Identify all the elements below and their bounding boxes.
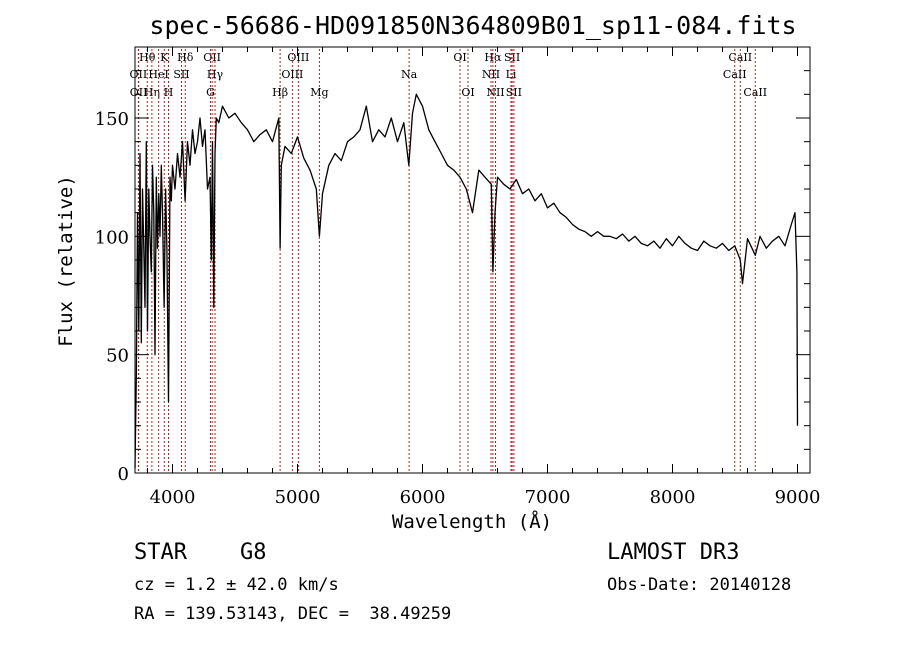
y-tick-label: 0 bbox=[118, 464, 129, 485]
line-marker-label: NII bbox=[482, 68, 500, 81]
line-marker-label: OIII bbox=[281, 68, 303, 81]
x-tick-label: 4000 bbox=[150, 487, 196, 508]
object-class: STAR G8 bbox=[134, 540, 267, 565]
redshift-velocity: cz = 1.2 ± 42.0 km/s bbox=[134, 575, 339, 595]
line-marker-label: SII bbox=[173, 68, 189, 81]
y-axis-label: Flux (relative) bbox=[55, 175, 77, 347]
x-tick-label: 7000 bbox=[525, 487, 571, 508]
observation-date: Obs-Date: 20140128 bbox=[607, 575, 792, 595]
line-marker-label: HeI bbox=[148, 68, 168, 81]
line-marker-label: OI bbox=[453, 51, 466, 64]
line-marker-label: Li bbox=[506, 68, 517, 81]
x-tick-label: 5000 bbox=[275, 487, 321, 508]
x-tick-label: 6000 bbox=[400, 487, 446, 508]
line-marker-label: G bbox=[206, 86, 215, 99]
line-marker-label: Hγ bbox=[207, 68, 224, 81]
line-marker-label: OII bbox=[203, 51, 221, 64]
line-marker-label: Hβ bbox=[272, 86, 288, 99]
chart-title: spec-56686-HD091850N364809B01_sp11-084.f… bbox=[149, 11, 796, 40]
line-marker-label: OI bbox=[461, 86, 474, 99]
x-axis-ticks: 4000 5000 6000 7000 8000 9000 bbox=[147, 47, 821, 508]
line-marker-label: Na bbox=[401, 68, 418, 81]
line-marker-label: Hθ bbox=[139, 51, 156, 64]
line-marker-label: Hδ bbox=[177, 51, 194, 64]
x-axis-label: Wavelength (Å) bbox=[392, 510, 552, 533]
coordinates: RA = 139.53143, DEC = 38.49259 bbox=[134, 604, 452, 624]
line-marker-label: Mg bbox=[310, 86, 328, 99]
y-tick-label: 100 bbox=[95, 227, 129, 248]
line-marker-label: CaII bbox=[743, 86, 767, 99]
line-marker-label: SII bbox=[506, 86, 522, 99]
line-marker-label: K bbox=[160, 51, 169, 64]
survey-name: LAMOST DR3 bbox=[607, 540, 740, 565]
y-tick-label: 50 bbox=[106, 346, 129, 367]
line-marker-label: CaII bbox=[728, 51, 752, 64]
plot-frame bbox=[134, 46, 811, 474]
spectrum-line bbox=[134, 93, 799, 469]
y-axis-ticks: 0 50 100 150 bbox=[95, 70, 810, 485]
x-tick-label: 8000 bbox=[650, 487, 696, 508]
x-tick-label: 9000 bbox=[775, 487, 821, 508]
line-marker-label: SII bbox=[504, 51, 520, 64]
line-marker-label: OIII bbox=[287, 51, 309, 64]
y-tick-label: 150 bbox=[95, 109, 129, 130]
line-marker-label: CaII bbox=[723, 68, 747, 81]
line-marker-label: Hα bbox=[484, 51, 502, 64]
line-marker-label: Hη bbox=[144, 86, 160, 99]
line-marker-label: OII bbox=[130, 86, 148, 99]
line-marker-label: NII bbox=[486, 86, 504, 99]
line-marker-label: H bbox=[164, 86, 174, 99]
